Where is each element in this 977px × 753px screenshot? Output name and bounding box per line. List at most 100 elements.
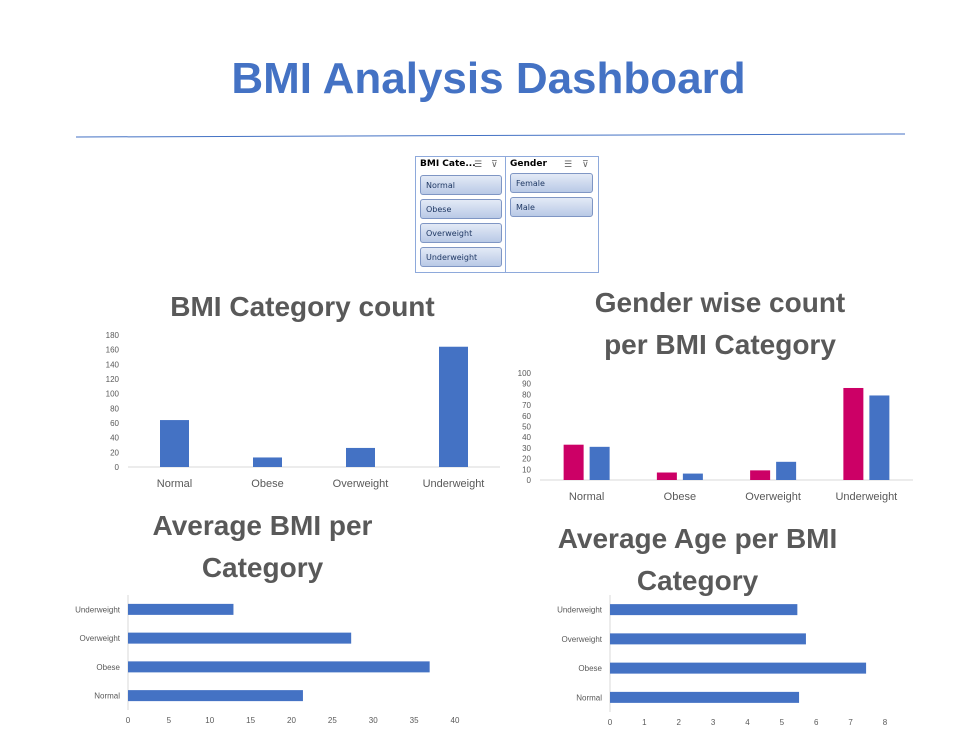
x-tick-label: 7 bbox=[848, 718, 853, 727]
y-tick-label: 80 bbox=[522, 390, 531, 399]
multi-select-icon[interactable]: ☰ bbox=[474, 159, 483, 169]
x-tick-label: Obese bbox=[251, 478, 283, 490]
bar bbox=[346, 447, 375, 467]
y-tick-label: 40 bbox=[522, 433, 531, 442]
bar bbox=[128, 661, 430, 673]
x-tick-label: 15 bbox=[246, 716, 255, 725]
x-tick-label: 40 bbox=[451, 716, 460, 725]
bar bbox=[128, 690, 303, 702]
heading-line: Category bbox=[636, 565, 759, 596]
clear-filter-icon[interactable]: ⊽ bbox=[491, 159, 498, 169]
x-tick-label: 0 bbox=[126, 716, 131, 725]
bar bbox=[656, 472, 677, 480]
x-tick-label: 35 bbox=[410, 716, 419, 725]
bar bbox=[610, 691, 800, 703]
bar bbox=[610, 604, 798, 616]
y-tick-label: 30 bbox=[522, 444, 531, 453]
gender-slicer: Gender ☰ ⊽ Female Male bbox=[505, 156, 599, 273]
y-tick-label: 90 bbox=[522, 380, 531, 389]
bar bbox=[128, 603, 234, 615]
x-tick-label: Overweight bbox=[333, 478, 389, 490]
avg-age-heading: Average Age per BMI Category bbox=[510, 518, 885, 602]
y-tick-label: 70 bbox=[522, 401, 531, 410]
slicer-item-underweight[interactable]: Underweight bbox=[420, 247, 502, 267]
x-tick-label: 8 bbox=[883, 718, 888, 727]
x-tick-label: Normal bbox=[157, 478, 192, 490]
bar bbox=[439, 346, 468, 467]
y-tick-label: Overweight bbox=[562, 635, 603, 644]
y-tick-label: Underweight bbox=[75, 605, 121, 614]
bar bbox=[682, 473, 703, 480]
x-tick-label: 5 bbox=[780, 718, 785, 727]
slicer-item-normal[interactable]: Normal bbox=[420, 175, 502, 195]
y-tick-label: 140 bbox=[106, 360, 120, 369]
bmi-category-slicer: BMI Cate... ☰ ⊽ Normal Obese Overweight … bbox=[415, 156, 507, 273]
y-tick-label: 10 bbox=[522, 465, 531, 474]
y-tick-label: Obese bbox=[578, 664, 602, 673]
slicer-header: BMI Cate... bbox=[420, 159, 476, 169]
y-tick-label: 40 bbox=[110, 434, 119, 443]
heading-line: per BMI Category bbox=[604, 329, 836, 360]
x-tick-label: 6 bbox=[814, 718, 819, 727]
heading-line: Category bbox=[201, 552, 324, 583]
x-tick-label: Underweight bbox=[423, 478, 485, 490]
y-tick-label: 50 bbox=[522, 423, 531, 432]
x-tick-label: 3 bbox=[711, 718, 716, 727]
x-tick-label: 2 bbox=[677, 718, 682, 727]
title-divider bbox=[75, 133, 906, 138]
y-tick-label: 0 bbox=[115, 463, 120, 472]
heading-line: Gender wise count bbox=[594, 287, 846, 318]
bar bbox=[776, 461, 797, 480]
x-tick-label: 4 bbox=[745, 718, 750, 727]
bar bbox=[160, 420, 189, 467]
x-tick-label: Obese bbox=[664, 491, 696, 503]
page-title: BMI Analysis Dashboard bbox=[231, 54, 746, 103]
bar bbox=[128, 632, 352, 644]
slicer-header: Gender bbox=[510, 159, 547, 169]
y-tick-label: 120 bbox=[106, 375, 120, 384]
y-tick-label: Normal bbox=[576, 693, 602, 702]
x-tick-label: 10 bbox=[205, 716, 214, 725]
slicer-item-obese[interactable]: Obese bbox=[420, 199, 502, 219]
x-tick-label: 25 bbox=[328, 716, 337, 725]
x-tick-label: 30 bbox=[369, 716, 378, 725]
y-tick-label: 20 bbox=[110, 448, 119, 457]
bar bbox=[750, 470, 771, 480]
bar bbox=[563, 444, 584, 480]
bar bbox=[610, 633, 806, 645]
y-tick-label: 20 bbox=[522, 455, 531, 464]
bar bbox=[610, 662, 867, 674]
x-tick-label: Underweight bbox=[835, 491, 897, 503]
y-tick-label: 80 bbox=[110, 404, 119, 413]
y-tick-label: 160 bbox=[106, 346, 120, 355]
y-tick-label: Obese bbox=[96, 663, 120, 672]
bmi-count-heading: BMI Category count bbox=[120, 286, 485, 328]
x-tick-label: 20 bbox=[287, 716, 296, 725]
y-tick-label: Normal bbox=[94, 692, 120, 701]
x-tick-label: 1 bbox=[642, 718, 647, 727]
y-tick-label: 100 bbox=[106, 390, 120, 399]
bar bbox=[253, 457, 282, 467]
slicer-item-female[interactable]: Female bbox=[510, 173, 593, 193]
multi-select-icon[interactable]: ☰ bbox=[564, 159, 573, 169]
y-tick-label: Underweight bbox=[557, 606, 603, 615]
clear-filter-icon[interactable]: ⊽ bbox=[582, 159, 589, 169]
heading-line: Average Age per BMI bbox=[557, 523, 838, 554]
x-tick-label: 5 bbox=[167, 716, 172, 725]
bar bbox=[589, 446, 610, 480]
x-tick-label: 0 bbox=[608, 718, 613, 727]
y-tick-label: 60 bbox=[110, 419, 119, 428]
gender-count-heading: Gender wise count per BMI Category bbox=[530, 282, 910, 366]
y-tick-label: Overweight bbox=[80, 634, 121, 643]
bar bbox=[843, 387, 864, 480]
x-tick-label: Overweight bbox=[745, 491, 801, 503]
heading-text: BMI Category count bbox=[170, 291, 435, 322]
y-tick-label: 60 bbox=[522, 412, 531, 421]
avg-bmi-heading: Average BMI per Category bbox=[90, 505, 435, 589]
y-tick-label: 180 bbox=[106, 331, 120, 340]
slicer-item-overweight[interactable]: Overweight bbox=[420, 223, 502, 243]
y-tick-label: 0 bbox=[527, 476, 532, 485]
y-tick-label: 100 bbox=[518, 369, 532, 378]
slicer-item-male[interactable]: Male bbox=[510, 197, 593, 217]
